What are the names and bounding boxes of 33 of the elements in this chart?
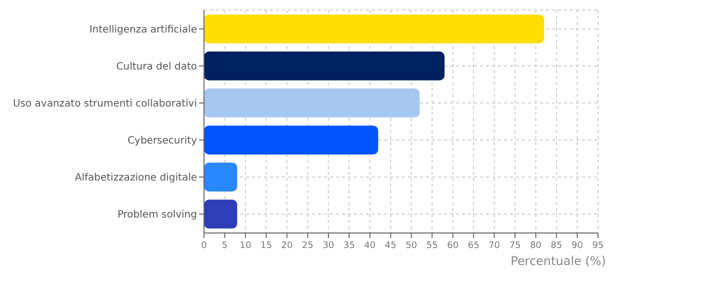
y-tick-label: Cultura del dato	[116, 61, 197, 72]
x-tick-label: 45	[384, 241, 396, 251]
y-tick-label: Alfabetizzazione digitale	[74, 172, 197, 184]
bar	[204, 14, 544, 44]
y-tick-label: Problem solving	[117, 210, 197, 221]
x-tick-label: 10	[240, 241, 252, 251]
x-tick-label: 35	[343, 241, 355, 251]
y-tick-label: Uso avanzato strumenti collaborativi	[12, 98, 197, 110]
x-tick-label: 75	[509, 241, 521, 251]
x-tick-label: 70	[488, 241, 500, 251]
x-tick-label: 50	[406, 241, 418, 251]
bar	[204, 51, 445, 80]
bar	[204, 126, 378, 154]
bar	[204, 88, 420, 118]
x-tick-label: 55	[426, 241, 438, 251]
x-tick-label: 60	[447, 241, 459, 251]
y-tick-label: Intelligenza artificiale	[89, 24, 197, 36]
x-tick-label: 40	[364, 241, 376, 251]
x-tick-label: 0	[201, 241, 208, 251]
x-tick-label: 80	[530, 241, 542, 251]
x-tick-label: 85	[550, 241, 562, 251]
x-tick-label: 5	[222, 241, 228, 251]
x-tick-label: 20	[281, 241, 293, 251]
x-tick-label: 90	[572, 241, 584, 251]
bar	[204, 200, 238, 229]
x-tick-label: 25	[302, 241, 314, 251]
x-tick-label: 65	[468, 241, 480, 251]
x-tick-label: 30	[322, 241, 334, 251]
bar	[204, 162, 238, 192]
y-tick-label: Cybersecurity	[128, 136, 198, 147]
x-tick-label: 95	[592, 241, 604, 251]
x-tick-label: 15	[260, 241, 272, 251]
x-axis-title: Percentuale (%)	[510, 254, 606, 268]
